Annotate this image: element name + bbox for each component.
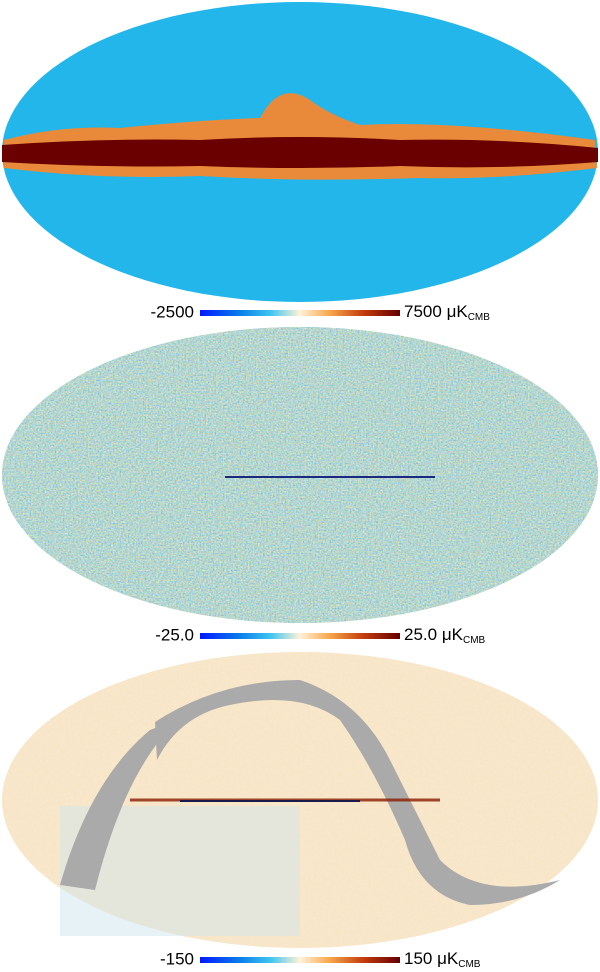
colorbar (200, 633, 400, 639)
unit-subscript: CMB (468, 312, 491, 323)
map-noise (2, 327, 598, 623)
sky-map-2: -25.0 25.0 μKCMB (2, 327, 598, 646)
unit: μK (437, 949, 459, 968)
galactic-plane-core (2, 137, 598, 168)
colorbar-min: -2500 (151, 302, 194, 321)
sky-map-3: -150 150 μKCMB (2, 652, 598, 970)
max-value: 7500 (404, 302, 442, 321)
colorbar-min: -150 (160, 949, 194, 968)
colorbar-min: -25.0 (155, 625, 194, 644)
colorbar (200, 957, 400, 963)
masked-band-right (155, 680, 560, 905)
max-value: 150 (404, 949, 432, 968)
masked-band-left (60, 726, 166, 890)
max-value: 25.0 (404, 625, 437, 644)
unit: μK (447, 302, 469, 321)
unit: μK (442, 625, 464, 644)
unit-subscript: CMB (458, 959, 481, 970)
sky-map-1: -2500 7500 μKCMB (2, 2, 598, 323)
colorbar-max: 7500 μKCMB (404, 302, 490, 322)
unit-subscript: CMB (463, 635, 486, 646)
colorbar (200, 310, 400, 316)
colorbar-max: 150 μKCMB (404, 949, 481, 969)
colorbar-max: 25.0 μKCMB (404, 625, 486, 645)
